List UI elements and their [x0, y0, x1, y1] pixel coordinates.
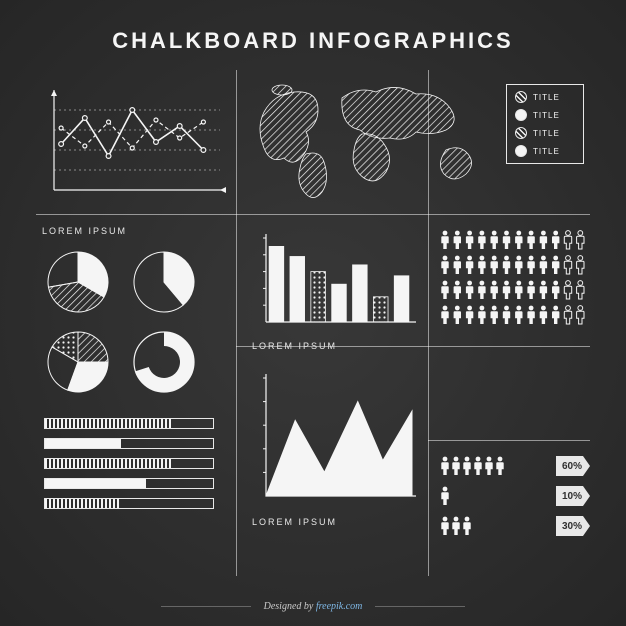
percent-rows: 60% 10% 30% [440, 456, 590, 546]
legend-label: TITLE [533, 93, 560, 102]
progress-fill [45, 479, 146, 488]
bar-chart: LOREM IPSUM [252, 230, 418, 342]
legend-swatch [515, 145, 527, 157]
percent-row: 30% [440, 516, 590, 536]
percent-row: 60% [440, 456, 590, 476]
percent-tag: 10% [556, 486, 590, 506]
people-grid [440, 230, 590, 339]
progress-bar [44, 458, 214, 469]
legend-swatch [515, 109, 527, 121]
legend-item: TITLE [515, 145, 575, 157]
page-title: CHALKBOARD INFOGRAPHICS [0, 0, 626, 72]
divider [236, 70, 237, 576]
legend-swatch [515, 91, 527, 103]
legend-item: TITLE [515, 127, 575, 139]
divider [36, 214, 590, 215]
progress-fill [45, 499, 121, 508]
legend-item: TITLE [515, 91, 575, 103]
progress-fill [45, 459, 171, 468]
progress-fill [45, 419, 171, 428]
legend-label: TITLE [533, 147, 560, 156]
bar-chart-caption: LOREM IPSUM [252, 341, 418, 351]
progress-bar [44, 498, 214, 509]
legend-swatch [515, 127, 527, 139]
progress-bars [44, 418, 214, 518]
percent-tag: 30% [556, 516, 590, 536]
legend: TITLE TITLE TITLE TITLE [506, 84, 584, 164]
content-grid: TITLE TITLE TITLE TITLE LOREM IPSUM LOREM I… [36, 70, 590, 576]
divider [428, 440, 590, 441]
world-map [246, 76, 492, 202]
progress-fill [45, 439, 121, 448]
legend-label: TITLE [533, 111, 560, 120]
area-chart-caption: LOREM IPSUM [252, 517, 418, 527]
progress-bar [44, 438, 214, 449]
pies-caption: LOREM IPSUM [42, 226, 127, 236]
line-chart [40, 76, 226, 202]
footer-prefix: Designed by [264, 601, 316, 612]
footer: Designed by freepik.com [0, 601, 626, 612]
legend-label: TITLE [533, 129, 560, 138]
progress-bar [44, 418, 214, 429]
legend-item: TITLE [515, 109, 575, 121]
percent-tag: 60% [556, 456, 590, 476]
footer-brand: freepik.com [316, 601, 363, 612]
percent-row: 10% [440, 486, 590, 506]
progress-bar [44, 478, 214, 489]
area-chart: LOREM IPSUM [252, 366, 418, 530]
